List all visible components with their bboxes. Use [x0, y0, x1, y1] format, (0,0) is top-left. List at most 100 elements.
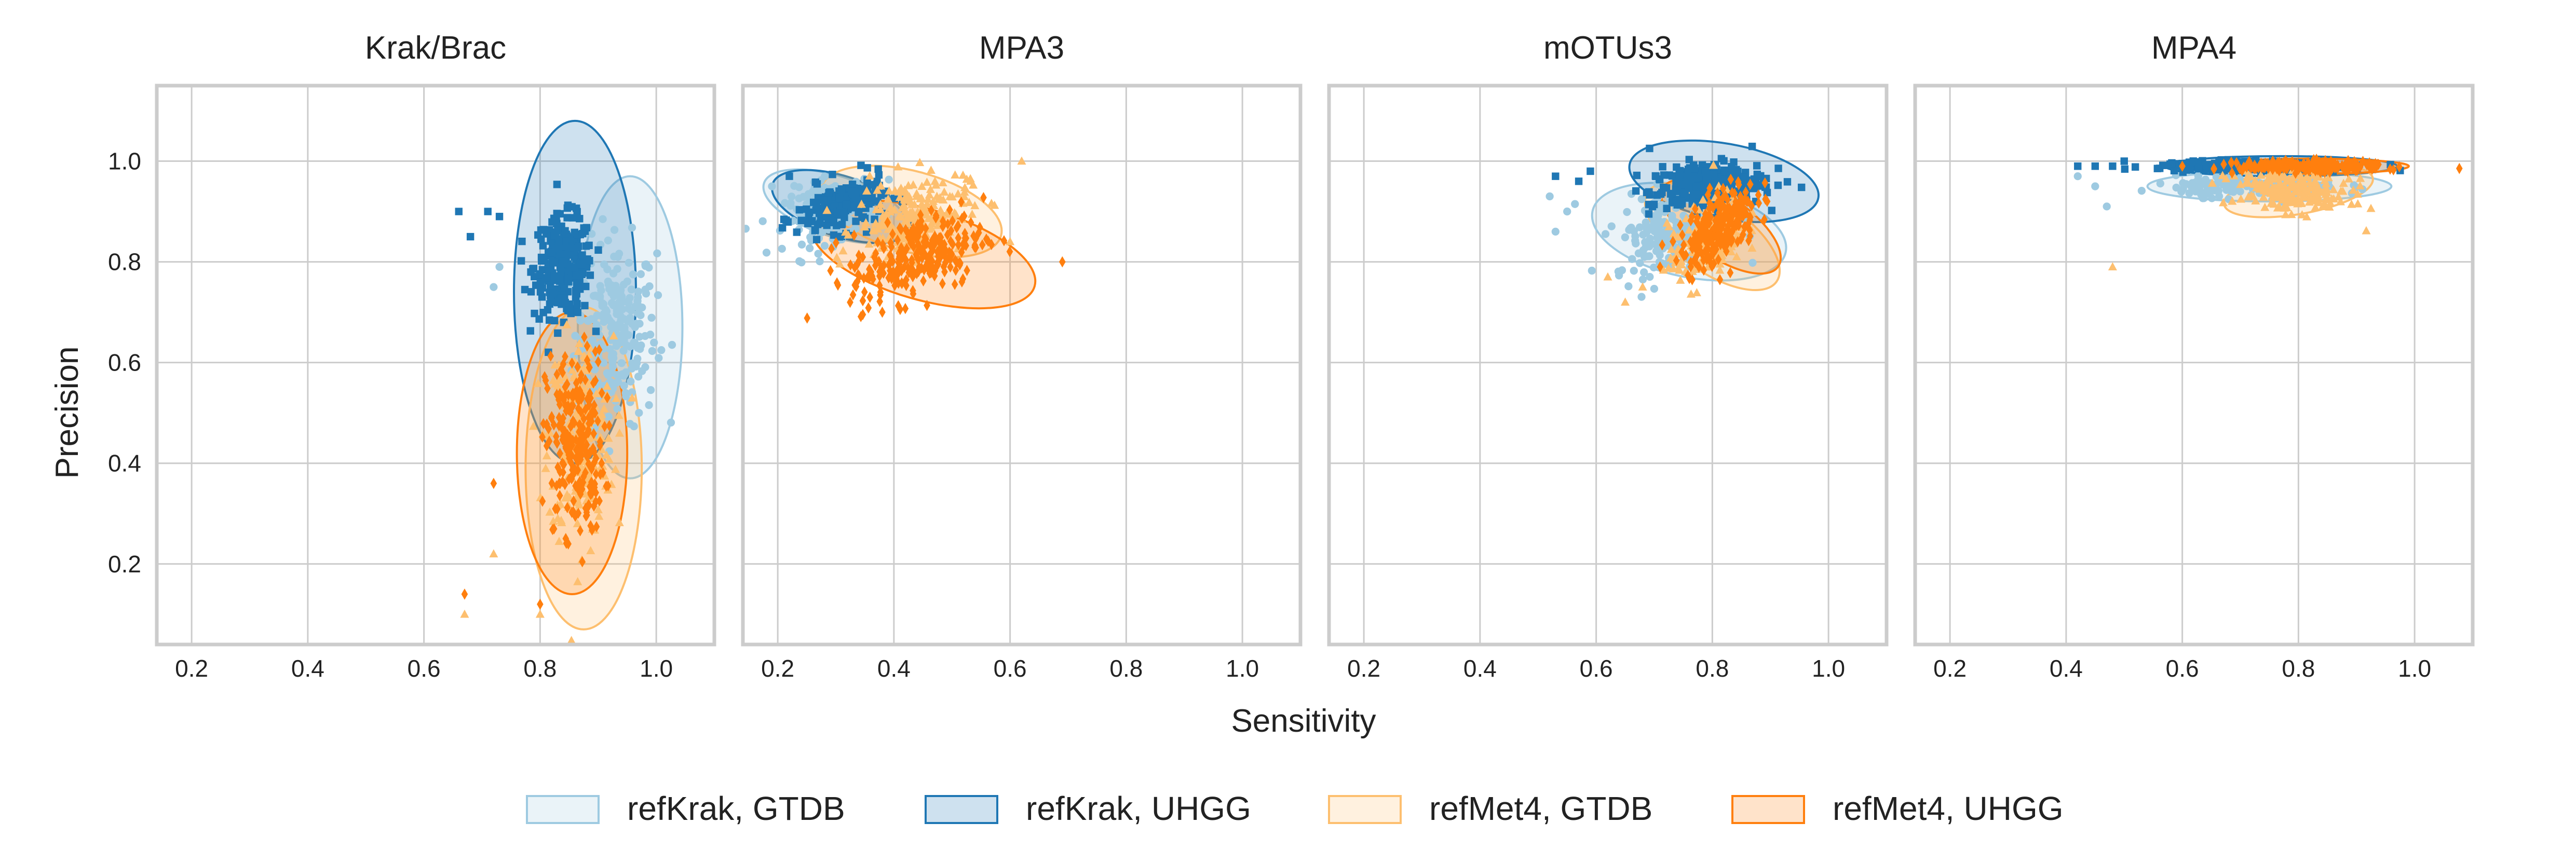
data-point — [560, 467, 566, 478]
data-point — [560, 413, 566, 424]
data-point — [848, 187, 856, 195]
data-point — [900, 246, 907, 258]
data-point — [824, 215, 832, 223]
data-point — [2265, 161, 2272, 173]
data-point — [615, 428, 624, 437]
data-point — [1692, 191, 1700, 199]
data-point — [603, 481, 609, 492]
data-point — [535, 609, 545, 618]
data-point — [838, 209, 847, 217]
data-point — [957, 257, 964, 269]
data-point — [931, 180, 941, 189]
data-point — [594, 511, 604, 520]
data-point — [595, 344, 603, 355]
data-point — [2227, 187, 2235, 196]
data-point — [1702, 227, 1709, 239]
data-point — [859, 213, 867, 221]
data-point — [587, 392, 594, 404]
data-point — [1637, 195, 1646, 203]
data-point — [554, 461, 561, 473]
data-point — [2329, 194, 2338, 203]
data-point — [1725, 234, 1732, 245]
data-point — [1728, 205, 1735, 217]
data-point — [985, 235, 992, 247]
data-point — [939, 221, 946, 232]
data-point — [1649, 263, 1658, 272]
data-point — [2242, 177, 2251, 186]
data-point — [979, 239, 986, 251]
data-point — [2336, 186, 2345, 195]
data-point — [953, 189, 962, 198]
data-point — [1688, 267, 1697, 275]
data-point — [2249, 161, 2257, 173]
data-point — [1677, 219, 1684, 231]
data-point — [654, 291, 662, 299]
data-point — [613, 307, 621, 315]
data-point — [2288, 191, 2297, 200]
data-point — [599, 359, 607, 367]
data-point — [924, 195, 933, 203]
data-point — [977, 222, 983, 233]
data-point — [587, 487, 594, 499]
data-point — [2091, 162, 2099, 170]
data-point — [546, 316, 553, 324]
x-tick-label: 0.2 — [1933, 655, 1967, 682]
data-point — [563, 401, 570, 413]
data-point — [548, 218, 556, 226]
data-point — [1669, 229, 1678, 238]
data-point — [1000, 235, 1008, 246]
data-point — [1732, 196, 1739, 208]
data-point — [570, 415, 577, 427]
data-point — [907, 199, 917, 208]
data-point — [955, 239, 962, 251]
data-point — [2366, 203, 2376, 212]
data-point — [820, 196, 828, 204]
data-point — [540, 418, 547, 430]
data-point — [1742, 186, 1749, 198]
data-point — [591, 478, 598, 490]
data-point — [2320, 157, 2326, 168]
data-point — [924, 299, 930, 311]
data-point — [550, 232, 558, 240]
data-point — [1674, 263, 1683, 272]
data-point — [808, 217, 816, 225]
data-point — [647, 313, 656, 322]
data-point — [1707, 211, 1714, 223]
data-point — [812, 236, 821, 243]
x-tick-label: 0.8 — [1109, 655, 1143, 682]
data-point — [596, 282, 604, 290]
data-point — [607, 319, 616, 327]
data-point — [561, 372, 570, 381]
data-point — [795, 183, 803, 191]
data-point — [1774, 181, 1782, 189]
data-point — [590, 428, 597, 440]
data-point — [2103, 202, 2111, 211]
data-point — [1733, 209, 1741, 221]
data-point — [1711, 258, 1717, 269]
data-point — [1717, 201, 1724, 213]
data-point — [877, 289, 884, 301]
data-point — [595, 294, 604, 302]
data-point — [615, 298, 623, 307]
data-point — [614, 410, 623, 419]
data-point — [2456, 162, 2463, 174]
data-point — [555, 420, 562, 432]
data-point — [2349, 185, 2358, 194]
data-point — [2269, 199, 2279, 208]
data-point — [2351, 160, 2358, 172]
data-point — [861, 218, 871, 227]
data-point — [762, 249, 771, 257]
data-point — [609, 354, 618, 362]
data-point — [833, 237, 839, 249]
data-point — [907, 237, 914, 249]
data-point — [582, 404, 589, 415]
data-point — [1645, 188, 1653, 196]
data-point — [2309, 171, 2318, 179]
data-point — [2306, 159, 2312, 171]
data-point — [1741, 195, 1747, 207]
data-point — [2336, 197, 2345, 205]
data-point — [613, 265, 621, 273]
data-point — [909, 263, 916, 275]
x-tick-label: 0.2 — [761, 655, 794, 682]
data-point — [2314, 198, 2323, 206]
